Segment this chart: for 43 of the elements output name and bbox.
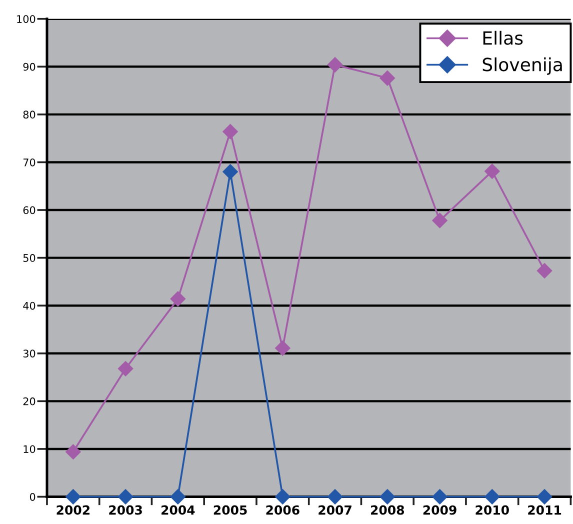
y-tick-label: 50 [23, 254, 36, 262]
point [118, 489, 134, 504]
point [484, 164, 500, 179]
point [380, 70, 395, 86]
x-tick-label: 2005 [214, 505, 247, 515]
x-tick-label: 2003 [109, 505, 142, 515]
y-tick-label: 90 [23, 62, 36, 71]
y-tick-label: 20 [23, 397, 36, 406]
x-tick-label: 2009 [423, 505, 456, 515]
x-tick-label: 2004 [162, 505, 195, 515]
point [275, 340, 290, 356]
point [170, 489, 186, 504]
point [380, 489, 395, 504]
y-tick-label: 30 [23, 350, 36, 358]
point [66, 444, 81, 460]
point [327, 489, 343, 504]
y-tick-label: 80 [23, 110, 36, 119]
point [536, 263, 552, 278]
y-tick-label: 0 [30, 492, 36, 501]
point [222, 124, 238, 140]
x-tick-label: 2008 [371, 505, 404, 515]
y-tick-label: 60 [23, 206, 36, 214]
x-tick-label: 2006 [266, 505, 300, 515]
x-tick-label: 2007 [318, 505, 352, 515]
point [484, 489, 500, 504]
y-tick-label: 40 [23, 302, 36, 310]
legend-label: Slovenija [482, 57, 562, 75]
point [275, 489, 290, 504]
x-tick-label: 2011 [528, 505, 562, 515]
point [118, 361, 134, 376]
point [66, 489, 81, 504]
point [432, 212, 448, 228]
y-tick-label: 70 [23, 158, 36, 166]
x-tick-label: 2010 [476, 505, 509, 515]
point [222, 164, 238, 180]
y-tick-label: 100 [17, 15, 36, 23]
x-tick-label: 2002 [56, 505, 90, 515]
y-tick-label: 10 [24, 445, 36, 454]
legend-label: Ellas [483, 30, 523, 45]
point [536, 489, 552, 504]
point [327, 57, 343, 72]
point [170, 291, 186, 306]
point [432, 489, 448, 504]
